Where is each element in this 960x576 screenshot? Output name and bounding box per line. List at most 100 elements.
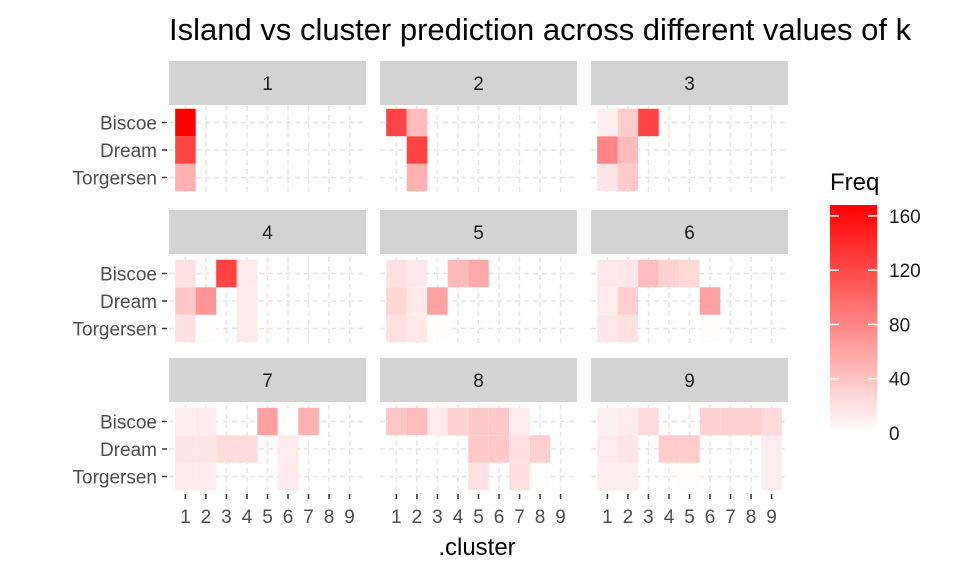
- heatmap-cell: [597, 462, 618, 491]
- heatmap-cell: [427, 407, 448, 436]
- heatmap-cell: [195, 314, 217, 343]
- heatmap-cell: [406, 287, 428, 315]
- x-tick-label: 5: [473, 507, 484, 528]
- heatmap-cell: [298, 407, 319, 436]
- x-tick-label: 2: [623, 507, 634, 528]
- heatmap-cell: [195, 287, 217, 315]
- heatmap-cell: [175, 108, 196, 137]
- heatmap-cell: [236, 287, 258, 315]
- heatmap-cell: [386, 108, 407, 137]
- legend-tick-label: 120: [889, 261, 921, 282]
- heatmap-cell: [617, 163, 639, 192]
- heatmap-cell: [597, 163, 618, 192]
- heatmap-cell: [257, 407, 278, 436]
- facet-strip: [380, 61, 577, 105]
- y-tick-label: Dream: [100, 292, 157, 313]
- y-tick-label: Torgersen: [73, 468, 158, 489]
- facet-strip-label: 1: [262, 74, 273, 95]
- heatmap-cell: [406, 136, 428, 164]
- facet-5: 5: [380, 210, 577, 345]
- heatmap-cell: [617, 314, 639, 343]
- heatmap-cell: [617, 136, 639, 164]
- heatmap-cell: [761, 462, 782, 491]
- heatmap-cell: [447, 407, 469, 436]
- x-tick-label: 1: [602, 507, 613, 528]
- heatmap-cell: [720, 407, 741, 436]
- x-tick-label: 7: [303, 507, 314, 528]
- x-tick-label: 4: [242, 507, 253, 528]
- facet-strip-label: 8: [473, 371, 484, 392]
- heatmap-cell: [488, 407, 510, 436]
- heatmap-cell: [216, 435, 237, 463]
- facet-strip: [380, 358, 577, 402]
- heatmap-cell: [761, 435, 782, 463]
- x-tick-label: 2: [412, 507, 423, 528]
- legend: Freq 0 40 80 120 160: [830, 169, 921, 445]
- y-tick-label: Dream: [100, 141, 157, 162]
- facet-strip: [169, 358, 366, 402]
- heatmap-cell: [195, 407, 217, 436]
- x-tick-label: 2: [201, 507, 212, 528]
- heatmap-cell: [509, 435, 530, 463]
- heatmap-cell: [406, 108, 428, 137]
- heatmap-cell: [597, 314, 618, 343]
- x-tick-label: 1: [391, 507, 402, 528]
- heatmap-cell: [427, 287, 448, 315]
- x-tick-label: 8: [535, 507, 546, 528]
- heatmap-cell: [175, 259, 196, 288]
- heatmap-cell: [236, 259, 258, 288]
- heatmap-cell: [658, 259, 680, 288]
- x-tick-label: 3: [221, 507, 232, 528]
- legend-tick-label: 160: [889, 207, 921, 228]
- facet-strip-label: 7: [262, 371, 273, 392]
- heatmap-cell: [236, 314, 258, 343]
- heatmap-cell: [529, 462, 551, 491]
- x-tick-label: 6: [705, 507, 716, 528]
- heatmap-cell: [597, 136, 618, 164]
- x-tick-label: 5: [684, 507, 695, 528]
- heatmap-cell: [406, 163, 428, 192]
- facet-strip: [591, 210, 788, 254]
- legend-tick-label: 80: [889, 315, 910, 336]
- facet-6: 6: [591, 210, 788, 345]
- heatmap-cell: [386, 407, 407, 436]
- facet-strip: [591, 61, 788, 105]
- heatmap-cell: [406, 259, 428, 288]
- x-tick-label: 1: [180, 507, 191, 528]
- heatmap-cell: [195, 462, 217, 491]
- legend-colorbar: [830, 205, 877, 433]
- legend-tick-label: 0: [889, 424, 900, 445]
- heatmap-cell: [679, 435, 700, 463]
- x-tick-label: 3: [643, 507, 654, 528]
- facet-8: 81 2 3 4 5 6 7 8 9: [380, 358, 577, 528]
- facet-9: 91 2 3 4 5 6 7 8 9: [591, 358, 788, 528]
- heatmap-cell: [617, 462, 639, 491]
- heatmap-cell: [699, 287, 721, 315]
- facet-strip: [169, 210, 366, 254]
- facet-4: 4 Torgersen Dream Biscoe: [73, 210, 366, 345]
- heatmap-cell: [236, 435, 258, 463]
- y-tick-label: Dream: [100, 440, 157, 461]
- facet-strip: [591, 358, 788, 402]
- heatmap-cell: [468, 407, 489, 436]
- legend-title: Freq: [830, 169, 879, 196]
- facet-strip-label: 2: [473, 74, 484, 95]
- y-tick-label: Torgersen: [73, 320, 158, 341]
- x-tick-label: 4: [453, 507, 464, 528]
- x-tick-label: 9: [766, 507, 777, 528]
- heatmap-cell: [488, 435, 510, 463]
- x-tick-label: 6: [283, 507, 294, 528]
- y-tick-label: Biscoe: [100, 114, 157, 135]
- chart-title: Island vs cluster prediction across diff…: [169, 12, 912, 47]
- heatmap-cell: [597, 435, 618, 463]
- facet-1: 1 Torgersen Dream Biscoe: [73, 61, 366, 194]
- facet-strip: [380, 210, 577, 254]
- heatmap-cell: [216, 259, 237, 288]
- facet-strip-label: 3: [684, 74, 695, 95]
- heatmap-cell: [699, 407, 721, 436]
- heatmap-cell: [638, 407, 659, 436]
- heatmap-cell: [427, 314, 448, 343]
